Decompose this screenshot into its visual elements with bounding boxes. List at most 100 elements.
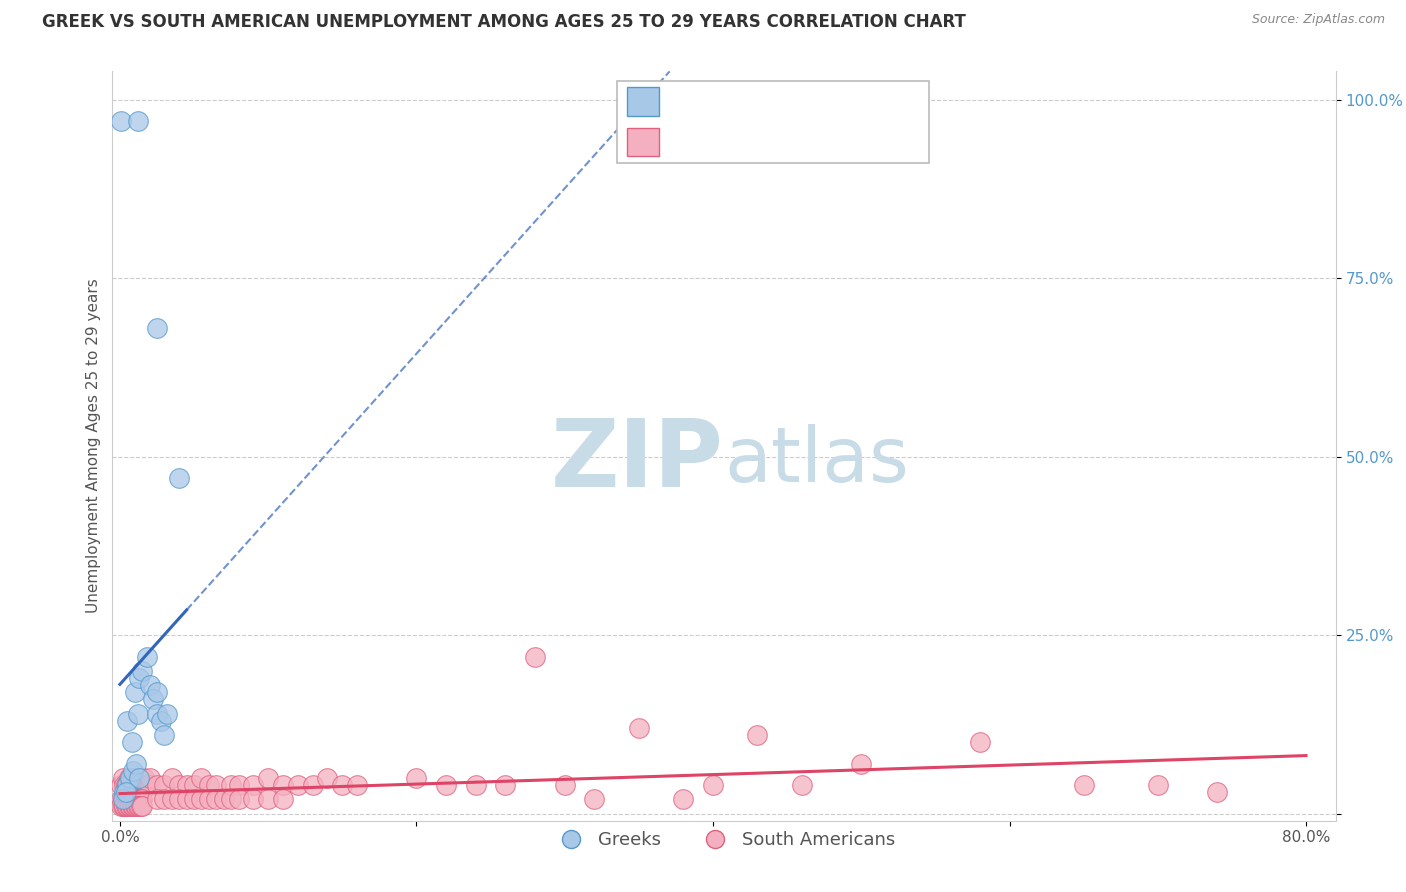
Point [176,792,198,806]
Point [160,771,183,785]
Point [129,778,152,792]
Point [125,799,148,814]
Point [198,778,221,792]
Point [135,649,157,664]
Point [128,771,150,785]
Point [136,778,159,792]
Point [141,692,163,706]
Point [554,778,576,792]
Point [271,778,294,792]
Point [122,771,145,785]
Point [127,792,149,806]
Point [287,778,309,792]
Point [205,778,228,792]
Point [118,771,141,785]
Point [627,721,650,735]
Point [112,799,135,814]
Point [120,778,142,792]
Point [125,778,148,792]
Point [138,771,160,785]
Point [138,778,160,792]
Point [1206,785,1229,799]
Point [124,685,146,699]
Point [134,778,156,792]
Point [153,792,176,806]
Point [242,792,264,806]
Point [120,792,142,806]
Legend: Greeks, South Americans: Greeks, South Americans [546,824,903,856]
Point [346,778,368,792]
Point [301,778,323,792]
Point [128,792,150,806]
Point [212,792,235,806]
Point [117,714,139,728]
Point [183,792,205,806]
Point [129,799,152,814]
Point [138,678,160,692]
Point [120,799,142,814]
Point [271,792,294,806]
Point [131,778,153,792]
Point [1073,778,1095,792]
Point [117,792,139,806]
Point [156,706,179,721]
Point [583,792,606,806]
Point [127,771,149,785]
Point [112,792,135,806]
Point [117,799,139,814]
Point [146,792,169,806]
Point [330,778,353,792]
Point [122,764,145,778]
Point [114,778,136,792]
Point [121,799,143,814]
Point [167,792,190,806]
Point [146,706,169,721]
Point [702,778,724,792]
Point [111,771,134,785]
Point [132,771,155,785]
Point [128,671,150,685]
Point [129,792,152,806]
Point [434,778,457,792]
Point [228,778,250,792]
Point [190,792,212,806]
Point [124,778,146,792]
Point [121,735,143,749]
Point [190,771,212,785]
Point [747,728,769,742]
Point [228,792,250,806]
Point [176,778,198,792]
Point [167,471,190,485]
Point [112,785,135,799]
Point [124,799,146,814]
Point [127,114,149,128]
Point [257,771,280,785]
Point [117,778,139,792]
Point [150,714,173,728]
Point [111,792,134,806]
Point [120,771,142,785]
Point [969,735,991,749]
Point [128,778,150,792]
Point [257,792,280,806]
Point [128,799,150,814]
Point [110,799,132,814]
Point [672,792,695,806]
Point [198,792,221,806]
Point [110,778,132,792]
Text: ZIP: ZIP [551,415,724,507]
Point [127,799,149,814]
Point [205,792,228,806]
Point [135,778,157,792]
Point [127,706,149,721]
Point [117,778,139,792]
Point [153,778,176,792]
Point [405,771,427,785]
Point [851,756,873,771]
Point [121,778,143,792]
Point [167,778,190,792]
Point [146,778,169,792]
Point [118,792,141,806]
Point [464,778,486,792]
Point [114,785,136,799]
